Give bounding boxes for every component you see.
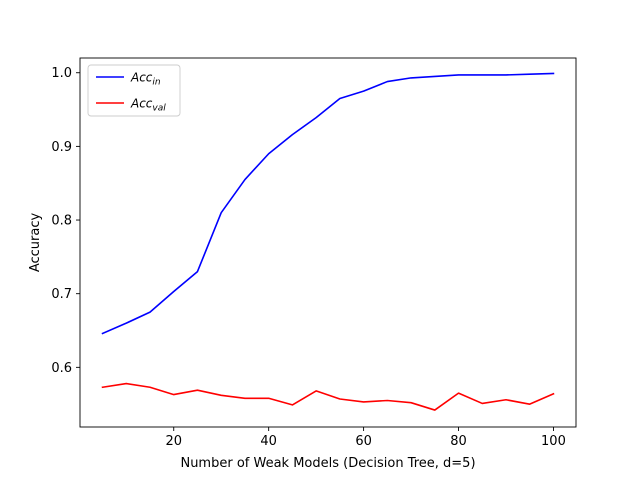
y-tick-label: 0.9 — [51, 140, 72, 155]
y-tick-label: 1.0 — [51, 66, 72, 81]
series-line-val — [101, 382, 555, 411]
y-axis-label: Accuracy — [28, 213, 43, 273]
x-axis-label: Number of Weak Models (Decision Tree, d=… — [180, 456, 475, 471]
x-tick-label: 60 — [355, 434, 372, 449]
x-tick-label: 20 — [165, 434, 182, 449]
x-tick-label: 100 — [541, 434, 566, 449]
plot-frame — [79, 57, 577, 428]
series-line-in — [101, 72, 555, 335]
x-tick-label: 80 — [450, 434, 467, 449]
legend-label-in: Accin — [130, 71, 161, 88]
x-tick-label: 40 — [260, 434, 277, 449]
axes: 20 40 60 80 100 0.6 0.7 0.8 0.9 1.0 — [51, 57, 577, 449]
legend-label-val: Accval — [130, 97, 166, 114]
legend: Accin Accval — [87, 64, 181, 117]
y-tick-label: 0.8 — [51, 214, 72, 229]
y-tick-label: 0.6 — [51, 361, 72, 376]
plot-area — [101, 72, 555, 411]
y-tick-label: 0.7 — [51, 287, 72, 302]
